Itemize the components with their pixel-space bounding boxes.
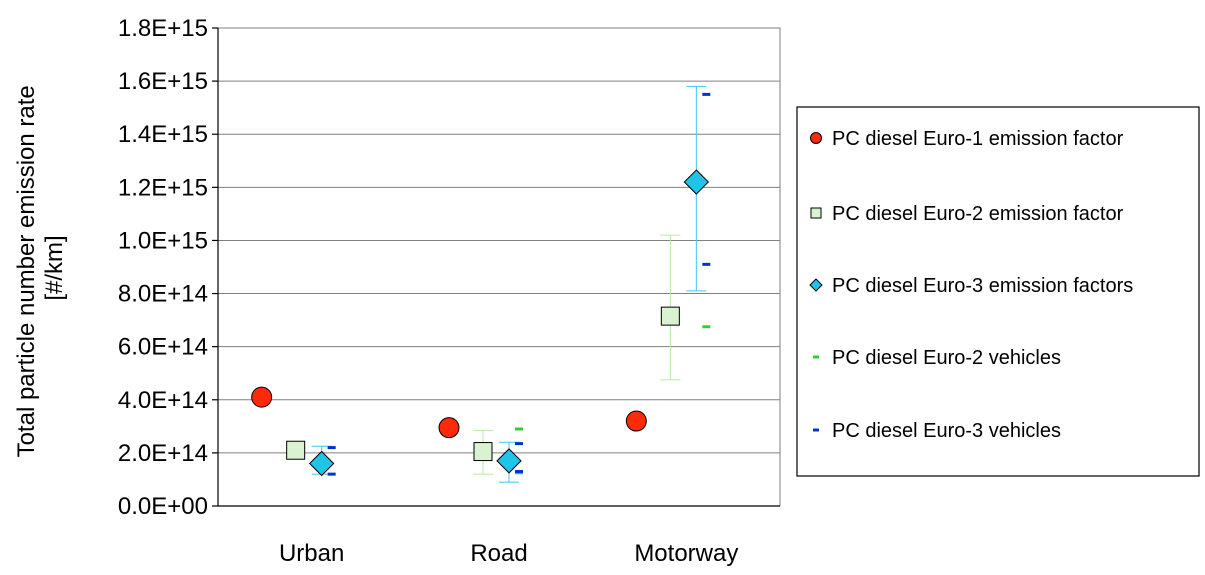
plot-area: 0.0E+00 2.0E+14 4.0E+14 6.0E+14 8.0E+14 1.0E+… xyxy=(118,15,781,567)
legend-label: PC diesel Euro-2 emission factor xyxy=(832,203,1124,225)
legend-label: PC diesel Euro-2 vehicles xyxy=(832,347,1061,369)
y-tick-label: 6.0E+14 xyxy=(118,334,208,361)
data-point xyxy=(625,410,647,432)
y-axis-label-line1: Total particle number emission rate xyxy=(13,85,40,457)
legend-label: PC diesel Euro-1 emission factor xyxy=(832,128,1124,150)
y-tick-label: 2.0E+14 xyxy=(118,440,208,467)
gridlines xyxy=(212,27,780,507)
y-tick-labels: 0.0E+00 2.0E+14 4.0E+14 6.0E+14 8.0E+14 1.0E+… xyxy=(118,15,208,520)
y-axis-label-line2: [#/km] xyxy=(41,235,68,300)
data-marks xyxy=(251,85,711,483)
y-tick-label: 1.6E+15 xyxy=(118,68,208,95)
legend-items: PC diesel Euro-1 emission factor PC diese… xyxy=(809,128,1133,442)
y-axis-label: Total particle number emission rate [#/k… xyxy=(13,79,68,458)
data-point xyxy=(251,386,273,408)
data-point xyxy=(286,440,306,460)
data-point xyxy=(473,442,493,462)
y-tick-label: 4.0E+14 xyxy=(118,387,208,414)
legend-marker-circle xyxy=(810,132,822,144)
x-category-label: Motorway xyxy=(634,540,738,567)
x-category-labels: Urban Road Motorway xyxy=(279,540,738,567)
legend-marker-square xyxy=(810,207,822,219)
y-tick-label: 1.8E+15 xyxy=(118,15,208,42)
y-tick-label: 1.4E+15 xyxy=(118,121,208,148)
data-point xyxy=(660,306,680,326)
data-point xyxy=(308,450,335,477)
legend: PC diesel Euro-1 emission factor PC diese… xyxy=(796,106,1200,477)
y-tick-label: 1.0E+15 xyxy=(118,227,208,254)
x-category-label: Urban xyxy=(279,540,344,567)
legend-box xyxy=(796,106,1200,477)
data-point xyxy=(438,417,460,439)
y-tick-label: 8.0E+14 xyxy=(118,281,208,308)
legend-label: PC diesel Euro-3 vehicles xyxy=(832,420,1061,442)
x-category-label: Road xyxy=(470,540,527,567)
y-tick-label: 1.2E+15 xyxy=(118,174,208,201)
y-tick-label: 0.0E+00 xyxy=(118,493,208,520)
legend-marker-diamond xyxy=(809,278,823,292)
plot-frame xyxy=(217,27,781,507)
data-point xyxy=(496,448,522,474)
legend-label: PC diesel Euro-3 emission factors xyxy=(832,275,1133,297)
data-point xyxy=(683,169,710,195)
